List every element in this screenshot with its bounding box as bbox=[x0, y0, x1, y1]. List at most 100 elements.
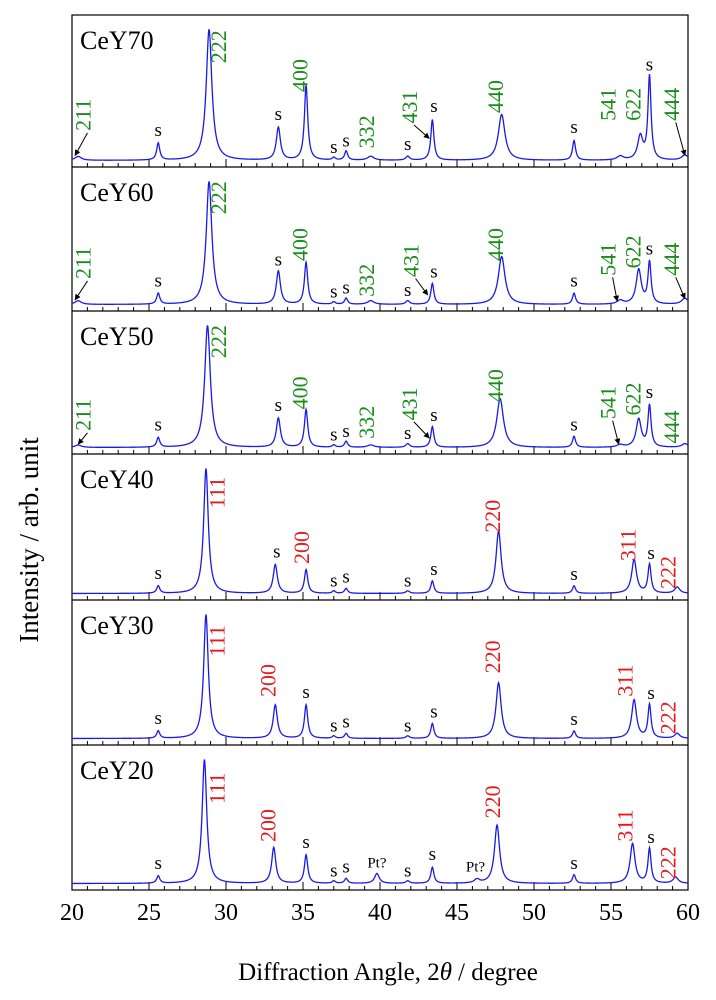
x-tick-label: 30 bbox=[214, 900, 238, 926]
ctype-hkl-label: 541 bbox=[596, 88, 621, 121]
fluorite-hkl-label: 311 bbox=[613, 664, 638, 696]
substrate-label: s bbox=[342, 278, 349, 299]
ctype-hkl-label: 211 bbox=[71, 99, 96, 131]
x-axis-label-theta: θ bbox=[440, 959, 452, 986]
ctype-hkl-label: 400 bbox=[288, 59, 313, 92]
fluorite-hkl-label: 222 bbox=[656, 701, 681, 734]
label-arrow bbox=[612, 420, 621, 445]
label-arrow bbox=[74, 132, 88, 156]
substrate-label: s bbox=[330, 570, 337, 591]
x-tick-label: 25 bbox=[137, 900, 161, 926]
ctype-hkl-label: 431 bbox=[397, 91, 422, 124]
fluorite-hkl-label: 200 bbox=[255, 664, 280, 697]
ctype-hkl-label: 211 bbox=[71, 247, 96, 279]
ctype-hkl-label: 541 bbox=[596, 243, 621, 276]
substrate-label: s bbox=[155, 563, 162, 584]
fluorite-hkl-label: 220 bbox=[480, 640, 505, 673]
substrate-label: s bbox=[647, 683, 654, 704]
substrate-label: s bbox=[275, 249, 282, 270]
substrate-label: s bbox=[275, 104, 282, 125]
pt-label: Pt? bbox=[367, 856, 387, 872]
sample-label: CeY50 bbox=[80, 322, 154, 351]
label-arrow bbox=[413, 124, 430, 139]
substrate-label: s bbox=[570, 709, 577, 730]
ctype-hkl-label: 400 bbox=[288, 228, 313, 261]
x-tick-label: 20 bbox=[60, 900, 84, 926]
substrate-label: s bbox=[570, 853, 577, 874]
ctype-hkl-label: 622 bbox=[620, 88, 645, 121]
substrate-label: s bbox=[430, 559, 437, 580]
spectrum-line bbox=[72, 468, 689, 595]
substrate-label: s bbox=[570, 564, 577, 585]
substrate-label: s bbox=[646, 54, 653, 75]
sample-label: CeY20 bbox=[80, 756, 154, 785]
ctype-hkl-label: 541 bbox=[596, 386, 621, 419]
fluorite-hkl-label: 200 bbox=[255, 809, 280, 842]
substrate-label: s bbox=[570, 270, 577, 291]
x-tick-label: 60 bbox=[676, 900, 700, 926]
ctype-hkl-label: 622 bbox=[620, 383, 645, 416]
fluorite-hkl-label: 200 bbox=[289, 531, 314, 564]
substrate-label: s bbox=[273, 542, 280, 563]
substrate-label: s bbox=[570, 415, 577, 436]
label-arrow bbox=[77, 432, 88, 445]
substrate-label: s bbox=[570, 117, 577, 138]
fluorite-hkl-label: 222 bbox=[656, 846, 681, 879]
x-tick-label: 50 bbox=[522, 900, 546, 926]
x-axis-label-main: Diffraction Angle, 2 bbox=[238, 959, 440, 986]
substrate-label: s bbox=[155, 853, 162, 874]
label-arrow bbox=[612, 277, 620, 302]
ctype-hkl-label: 222 bbox=[206, 181, 231, 214]
ctype-hkl-label: 444 bbox=[659, 243, 684, 276]
ctype-hkl-label: 444 bbox=[659, 88, 684, 121]
ctype-hkl-label: 400 bbox=[288, 376, 313, 409]
x-tick-label: 45 bbox=[445, 900, 469, 926]
sample-label: CeY30 bbox=[80, 611, 154, 640]
label-arrow bbox=[415, 278, 429, 296]
x-tick-label: 40 bbox=[368, 900, 392, 926]
substrate-label: s bbox=[155, 120, 162, 141]
substrate-label: s bbox=[330, 715, 337, 736]
fluorite-hkl-label: 111 bbox=[205, 477, 230, 508]
substrate-label: s bbox=[404, 280, 411, 301]
substrate-label: s bbox=[430, 262, 437, 283]
ctype-hkl-label: 622 bbox=[620, 235, 645, 268]
substrate-label: s bbox=[404, 860, 411, 881]
substrate-label: s bbox=[330, 137, 337, 158]
substrate-label: s bbox=[342, 712, 349, 733]
substrate-label: s bbox=[646, 382, 653, 403]
fluorite-hkl-label: 311 bbox=[613, 809, 638, 841]
substrate-label: s bbox=[430, 702, 437, 723]
x-axis-label-unit: / degree bbox=[458, 959, 538, 986]
substrate-label: s bbox=[155, 270, 162, 291]
substrate-label: s bbox=[342, 567, 349, 588]
fluorite-hkl-label: 222 bbox=[656, 556, 681, 589]
ctype-hkl-label: 332 bbox=[354, 264, 379, 297]
label-arrow bbox=[675, 277, 686, 300]
ctype-hkl-label: 440 bbox=[483, 80, 508, 113]
substrate-label: s bbox=[330, 424, 337, 445]
substrate-label: s bbox=[646, 238, 653, 259]
spectrum-line bbox=[72, 759, 689, 885]
ctype-hkl-label: 211 bbox=[71, 399, 96, 431]
ctype-hkl-label: 440 bbox=[483, 228, 508, 261]
substrate-label: s bbox=[404, 423, 411, 444]
x-axis-label: Diffraction Angle, 2θ / degree bbox=[238, 959, 538, 986]
substrate-label: s bbox=[330, 281, 337, 302]
x-axis: 20 25 30 35 40 45 50 55 60 bbox=[60, 900, 700, 926]
substrate-label: s bbox=[647, 543, 654, 564]
ctype-hkl-label: 332 bbox=[354, 406, 379, 439]
substrate-label: s bbox=[155, 415, 162, 436]
substrate-label: s bbox=[342, 857, 349, 878]
label-arrow bbox=[413, 421, 430, 439]
label-arrow bbox=[74, 280, 88, 301]
fluorite-hkl-label: 220 bbox=[480, 785, 505, 818]
substrate-label: s bbox=[404, 715, 411, 736]
x-tick-label: 55 bbox=[599, 900, 623, 926]
fluorite-hkl-label: 111 bbox=[205, 773, 230, 804]
y-axis-label: Intensity / arb. unit bbox=[14, 437, 44, 643]
